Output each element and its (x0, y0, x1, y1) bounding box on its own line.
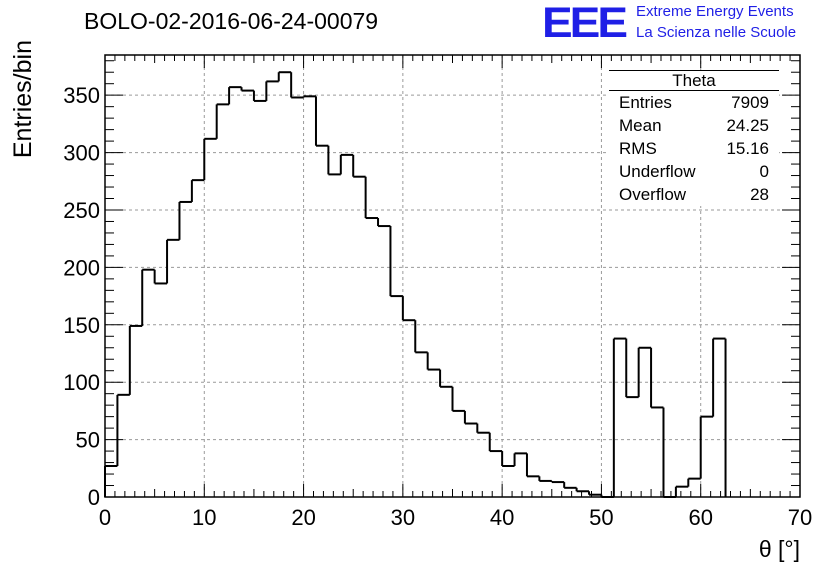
x-tick-label: 0 (99, 505, 111, 530)
y-axis-label: Entries/bin (9, 40, 37, 158)
stats-box: Theta Entries 7909 Mean 24.25 RMS 15.16 … (609, 70, 779, 206)
axis-tick-labels: 0 10 20 30 40 50 60 70 0 50 100 150 200 250 300 350 (63, 83, 812, 530)
y-tick-label: 150 (63, 313, 100, 338)
stats-value: 0 (759, 162, 769, 181)
stats-row-overflow: Overflow 28 (609, 183, 779, 206)
x-tick-label: 60 (688, 505, 712, 530)
stats-row-entries: Entries 7909 (609, 91, 779, 114)
stats-row-mean: Mean 24.25 (609, 114, 779, 137)
x-tick-label: 40 (490, 505, 514, 530)
axis-ticks (104, 55, 801, 498)
y-tick-label: 100 (63, 370, 100, 395)
y-tick-label: 50 (76, 428, 100, 453)
histogram-series (104, 71, 727, 498)
x-tick-label: 50 (589, 505, 613, 530)
stats-label: Entries (619, 93, 672, 112)
stats-value: 15.16 (726, 139, 769, 158)
stats-label: Overflow (619, 185, 687, 204)
x-tick-label: 30 (391, 505, 415, 530)
logo-text-line2: La Scienza nelle Scuole (636, 24, 797, 41)
y-tick-label: 300 (63, 141, 100, 166)
stats-row-underflow: Underflow 0 (609, 160, 779, 183)
stats-label: Underflow (619, 162, 696, 181)
stats-value: 7909 (731, 93, 769, 112)
y-tick-label: 250 (63, 198, 100, 223)
x-tick-label: 70 (788, 505, 812, 530)
y-tick-label: 350 (63, 83, 100, 108)
logo-text-line1: Extreme Energy Events (636, 3, 794, 20)
x-tick-label: 10 (192, 505, 216, 530)
grid-lines (105, 55, 800, 497)
y-tick-label: 0 (88, 485, 100, 510)
stats-row-rms: RMS 15.16 (609, 137, 779, 160)
x-axis-label: θ [°] (759, 536, 800, 562)
x-tick-label: 20 (291, 505, 315, 530)
eee-logo: EEE (542, 0, 628, 47)
stats-label: RMS (619, 139, 657, 158)
stats-label: Mean (619, 116, 662, 135)
y-tick-label: 200 (63, 255, 100, 280)
chart-title: BOLO-02-2016-06-24-00079 (84, 8, 379, 34)
stats-value: 24.25 (726, 116, 769, 135)
stats-value: 28 (750, 185, 769, 204)
stats-title: Theta (609, 70, 779, 91)
